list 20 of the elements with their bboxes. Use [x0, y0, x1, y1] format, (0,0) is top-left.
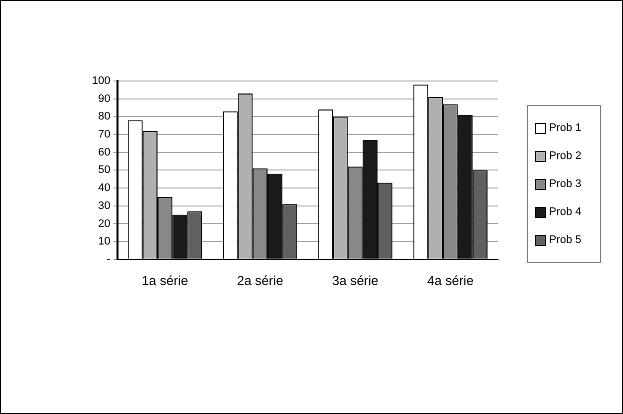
y-tick-label: - — [106, 253, 111, 266]
x-tick-label: 2a série — [236, 272, 284, 288]
x-tick-label: 3a série — [332, 272, 378, 288]
y-tick-label: 30 — [98, 200, 110, 212]
y-tick-label: 40 — [98, 182, 110, 194]
x-tick-label: 4a série — [427, 272, 474, 288]
legend-label: Prob 3 — [549, 178, 582, 190]
x-tick-label: 1a série — [142, 272, 188, 288]
legend-label: Prob 1 — [549, 122, 582, 134]
y-tick-label: 90 — [98, 92, 110, 105]
y-tick-label: 10 — [98, 236, 110, 248]
y-tick-label: 50 — [98, 164, 110, 176]
y-tick-label: 80 — [98, 110, 110, 123]
y-tick-label: 100 — [92, 75, 110, 88]
legend-label: Prob 2 — [549, 150, 582, 162]
legend-label: Prob 4 — [549, 206, 582, 218]
y-tick-label: 60 — [98, 146, 110, 158]
y-tick-label: 20 — [98, 218, 110, 230]
legend-label: Prob 5 — [549, 234, 582, 246]
y-tick-label: 70 — [98, 128, 110, 141]
